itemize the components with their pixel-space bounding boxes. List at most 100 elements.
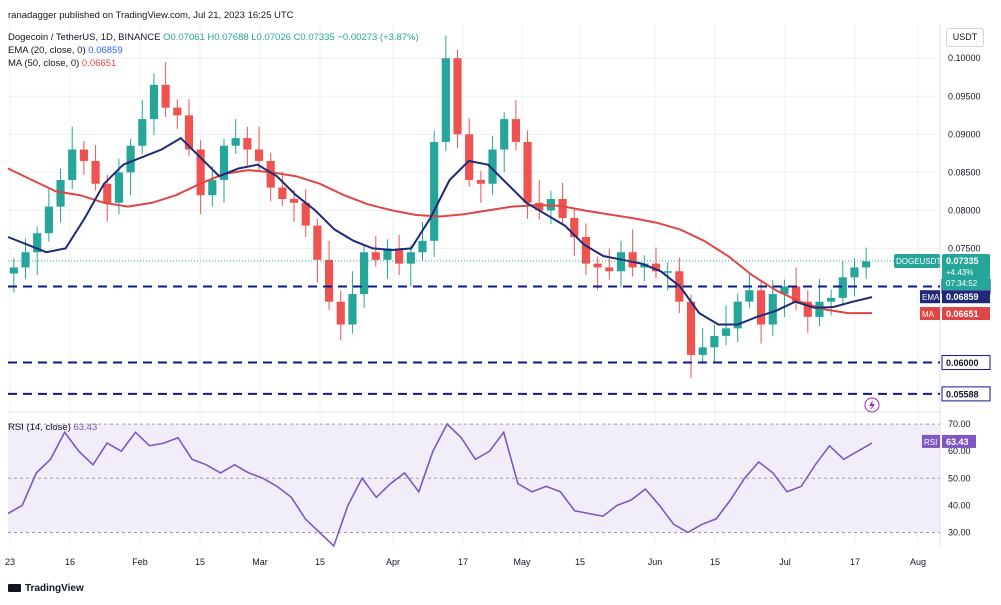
y-tick-label: 0.07500 <box>948 243 981 253</box>
tradingview-label: TradingView <box>25 583 84 594</box>
y-tick-label: 0.09000 <box>948 129 981 139</box>
candle-body <box>651 263 661 272</box>
rsi-tag <box>922 434 940 448</box>
candle-body <box>184 115 194 150</box>
x-tick-label: Aug <box>910 557 926 567</box>
candle-body <box>406 252 415 264</box>
candle-body <box>500 119 509 150</box>
candle-body <box>511 119 520 142</box>
candle-body <box>138 119 147 146</box>
candle-body <box>768 294 777 325</box>
candle-body <box>827 297 836 302</box>
x-tick-label: 15 <box>575 557 585 567</box>
ma-tag <box>920 307 940 321</box>
symbol-legend: Dogecoin / TetherUS, 1D, BINANCE O0.0706… <box>8 32 419 43</box>
candle-body <box>44 206 53 234</box>
candle-body <box>301 202 310 226</box>
rsi-legend-label: RSI (14, close) <box>8 422 71 433</box>
ema-tag <box>920 290 940 304</box>
candle-body <box>254 149 264 161</box>
candle-body <box>593 263 602 268</box>
price-pane <box>8 24 940 412</box>
rsi-tick-label: 30.00 <box>948 527 971 537</box>
x-tick-label: Jul <box>779 557 791 567</box>
ma-legend-value: 0.06651 <box>81 58 117 69</box>
ema-legend-value: 0.06859 <box>88 45 123 56</box>
ma-tag-label: MA <box>922 310 935 319</box>
rsi-tick-label: 50.00 <box>948 473 971 483</box>
rsi-value-label: 63.43 <box>946 437 969 447</box>
candle-body <box>278 187 287 199</box>
x-tick-label: 16 <box>65 557 75 567</box>
ema-legend: EMA (20, close, 0) 0.06859 <box>8 45 123 56</box>
last-price-value: 0.07335 <box>946 256 979 266</box>
x-tick-label: 15 <box>710 557 720 567</box>
candle-body <box>815 301 824 317</box>
candle-body <box>838 277 847 298</box>
ema-legend-label: EMA (20, close, 0) <box>8 45 86 56</box>
candle-body <box>56 179 65 207</box>
rsi-tick-label: 60.00 <box>948 446 971 456</box>
ma-line <box>7 167 872 315</box>
x-tick-label: 17 <box>458 557 468 567</box>
candle-body <box>313 225 322 260</box>
candle-body <box>850 267 859 278</box>
candle-body <box>663 271 672 273</box>
candle-body <box>453 58 462 135</box>
candle-body <box>126 145 135 173</box>
ma-value-label: 0.06651 <box>946 309 979 319</box>
rsi-tick-label: 40.00 <box>948 500 971 510</box>
currency-button[interactable]: USDT <box>946 28 984 47</box>
candle-body <box>733 301 742 329</box>
candle-body <box>149 84 159 120</box>
candle-body <box>161 84 170 108</box>
candle-body <box>79 149 88 161</box>
candle-countdown: 07:34:52 <box>946 279 978 288</box>
candle-body <box>570 218 579 238</box>
rsi-value-tag <box>942 434 976 448</box>
candle-body <box>371 252 380 260</box>
x-tick-label: Mar <box>252 557 268 567</box>
x-tick-label: 17 <box>850 557 860 567</box>
candle-body <box>336 301 345 325</box>
x-tick-label: May <box>513 557 531 567</box>
rsi-legend: RSI (14, close) 63.43 <box>8 422 97 433</box>
candle-body <box>756 290 766 325</box>
ema-tag-label: EMA <box>922 293 940 302</box>
symbol-tag-label: DOGEUSDT <box>896 257 941 266</box>
ma-value-tag <box>942 307 990 321</box>
x-tick-label: 15 <box>315 557 325 567</box>
ema-line <box>7 136 873 326</box>
candle-body <box>289 198 299 203</box>
candle-body <box>523 141 532 203</box>
candle-body <box>430 141 439 241</box>
candle-body <box>395 248 404 264</box>
candle-body <box>231 138 240 146</box>
ma-legend: MA (50, close, 0) 0.06651 <box>8 58 116 69</box>
candle-body <box>710 335 719 348</box>
candle-body <box>360 252 369 295</box>
candle-body <box>558 198 567 218</box>
y-tick-label: 0.08500 <box>948 167 981 177</box>
candle-body <box>114 172 124 203</box>
candle-body <box>803 301 812 317</box>
candle-body <box>745 290 754 302</box>
lightning-bolt-icon <box>869 400 875 411</box>
ema-value-tag <box>942 290 990 304</box>
publisher-info: ranadagger published on TradingView.com,… <box>8 10 294 21</box>
ema-value-label: 0.06859 <box>946 292 979 302</box>
symbol-name: Dogecoin / TetherUS, 1D, BINANCE <box>8 32 161 43</box>
level-tag <box>941 386 991 402</box>
candle-body <box>616 252 626 272</box>
x-tick-label: 15 <box>195 557 205 567</box>
last-price-tag <box>942 253 990 290</box>
ohlc-values: O0.07061 H0.07688 L0.07026 C0.07335 −0.0… <box>163 32 419 43</box>
level-tag <box>941 355 991 371</box>
y-tick-label: 0.10000 <box>948 53 981 63</box>
candle-body <box>103 183 112 203</box>
x-tick-label: Jun <box>648 557 663 567</box>
ma-legend-label: MA (50, close, 0) <box>8 58 80 69</box>
candle-body <box>324 259 334 302</box>
candle-body <box>686 301 696 355</box>
